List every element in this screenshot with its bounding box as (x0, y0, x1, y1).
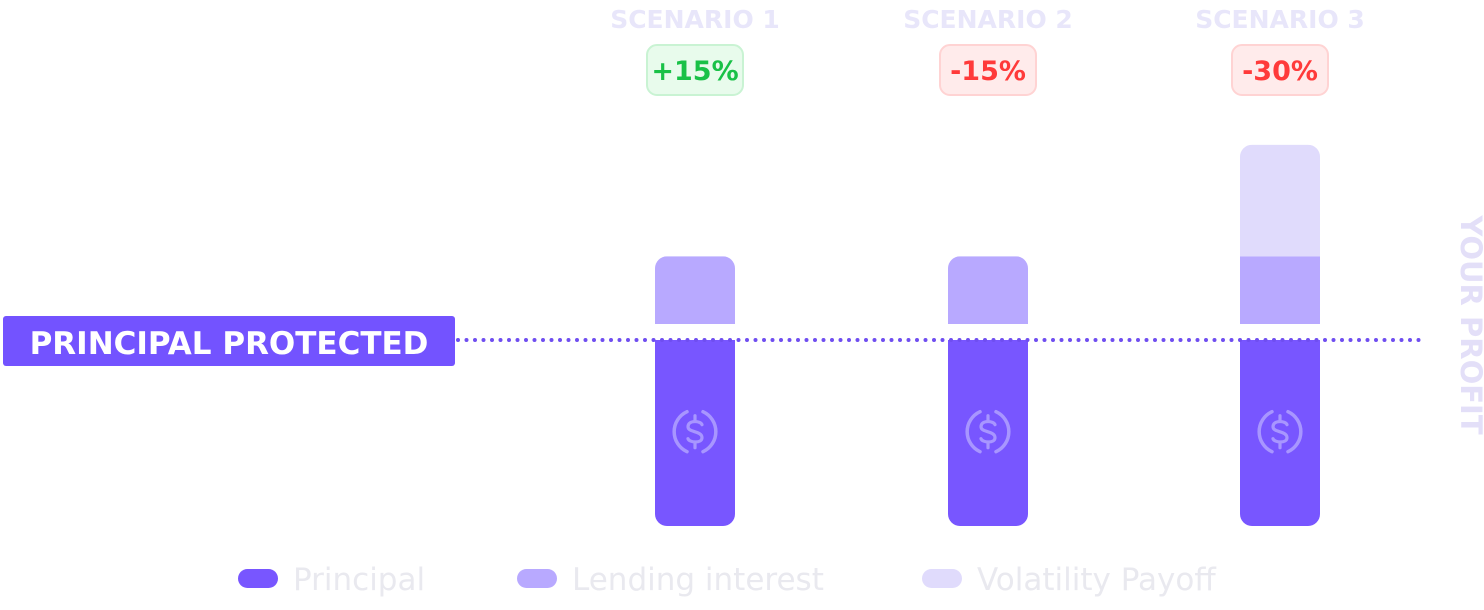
change-badge-label-scenario-1: +15% (651, 56, 738, 87)
legend-label-principal: Principal (293, 562, 425, 598)
usdc-coin-icon (672, 409, 718, 454)
change-badge-label-scenario-3: -30% (1242, 56, 1318, 87)
principal-protected-label: PRINCIPAL PROTECTED (30, 326, 429, 362)
principal-protected-badge (3, 316, 455, 366)
legend: Principal Lending interest Volatility Payo… (238, 562, 1216, 598)
usdc-coin-icon (1257, 409, 1303, 454)
bar-group-scenario-3 (1240, 144, 1320, 526)
category-label-scenario-1: SCENARIO 1 (610, 5, 780, 34)
usdc-coin-icon (965, 409, 1011, 454)
change-badge-scenario-2 (939, 44, 1037, 96)
category-label-scenario-3: SCENARIO 3 (1195, 5, 1365, 34)
bar-lending-interest-scenario-3 (1240, 256, 1320, 324)
bar-volatility-payoff-scenario-3 (1240, 144, 1320, 257)
bar-separator (948, 324, 1028, 340)
bar-lending-interest-scenario-1 (655, 256, 735, 324)
bar-separator (1240, 324, 1320, 340)
bar-group-scenario-2 (948, 256, 1028, 526)
legend-swatch-volatility-payoff (922, 569, 962, 588)
bar-group-scenario-1 (655, 256, 735, 526)
bar-lending-interest-scenario-2 (948, 256, 1028, 324)
legend-swatch-principal (238, 569, 278, 588)
change-badge-scenario-3 (1231, 44, 1329, 96)
bar-separator (655, 324, 735, 340)
legend-label-volatility-payoff: Volatility Payoff (977, 562, 1216, 598)
change-badge-label-scenario-2: -15% (950, 56, 1026, 87)
legend-swatch-lending-interest (517, 569, 557, 588)
change-badge-scenario-1 (646, 44, 744, 96)
category-label-scenario-2: SCENARIO 2 (903, 5, 1073, 34)
side-label-your-profit: YOUR PROFIT (1454, 214, 1484, 434)
legend-label-lending-interest: Lending interest (572, 562, 824, 598)
